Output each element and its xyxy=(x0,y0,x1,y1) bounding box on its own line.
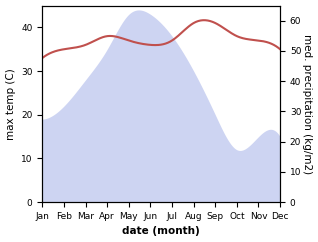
X-axis label: date (month): date (month) xyxy=(122,227,200,236)
Y-axis label: med. precipitation (kg/m2): med. precipitation (kg/m2) xyxy=(302,34,313,174)
Y-axis label: max temp (C): max temp (C) xyxy=(5,68,16,140)
